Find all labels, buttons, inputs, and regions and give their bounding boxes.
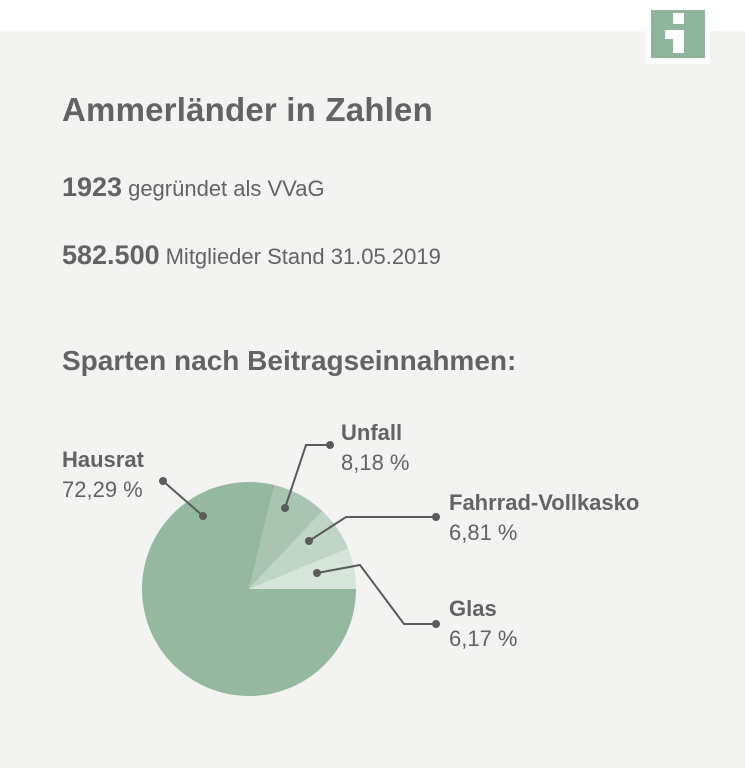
pie-slice-unfall [249,485,323,589]
leader-line-hausrat [162,480,204,517]
callout-unfall-name: Unfall [341,420,403,445]
callout-hausrat-value: 72,29 % [62,477,143,502]
fact-members-text: Mitglieder Stand 31.05.2019 [165,244,441,269]
callout-unfall-value: 8,18 % [341,450,410,475]
pie-slice-glas [249,548,356,589]
leader-dot-fahrrad-end [432,513,440,521]
fact-members-number: 582.500 [62,240,160,270]
leader-dot-unfall-end [326,441,334,449]
leader-dot-glas-end [432,620,440,628]
leader-dot-hausrat-end [159,477,167,485]
fact-founded-number: 1923 [62,172,123,202]
info-card [0,31,745,768]
callout-fahrrad: Fahrrad-Vollkasko 6,81 % [449,488,639,548]
leader-dot-unfall-start [281,504,289,512]
leader-line-glas [316,563,436,625]
leader-dot-fahrrad-start [305,537,313,545]
leader-dot-hausrat-start [199,512,207,520]
callout-fahrrad-value: 6,81 % [449,520,518,545]
callout-hausrat-name: Hausrat [62,447,144,472]
fact-founded-text: gegründet als VVaG [128,176,325,201]
logo [646,0,710,64]
leader-line-fahrrad [308,516,436,542]
fact-members: 582.500 Mitglieder Stand 31.05.2019 [62,240,441,271]
chart-title: Sparten nach Beitragseinnahmen: [62,345,517,376]
callout-unfall: Unfall 8,18 % [341,418,410,478]
leader-line-unfall [284,444,330,509]
callout-glas-value: 6,17 % [449,626,518,651]
info-i-logo-icon [651,10,705,58]
callout-glas: Glas 6,17 % [449,594,518,654]
fact-founded: 1923 gegründet als VVaG [62,172,325,203]
leader-dot-glas-start [313,569,321,577]
callout-hausrat: Hausrat 72,29 % [62,445,144,505]
callout-glas-name: Glas [449,596,497,621]
page-title: Ammerländer in Zahlen [62,91,433,128]
callout-fahrrad-name: Fahrrad-Vollkasko [449,490,640,515]
